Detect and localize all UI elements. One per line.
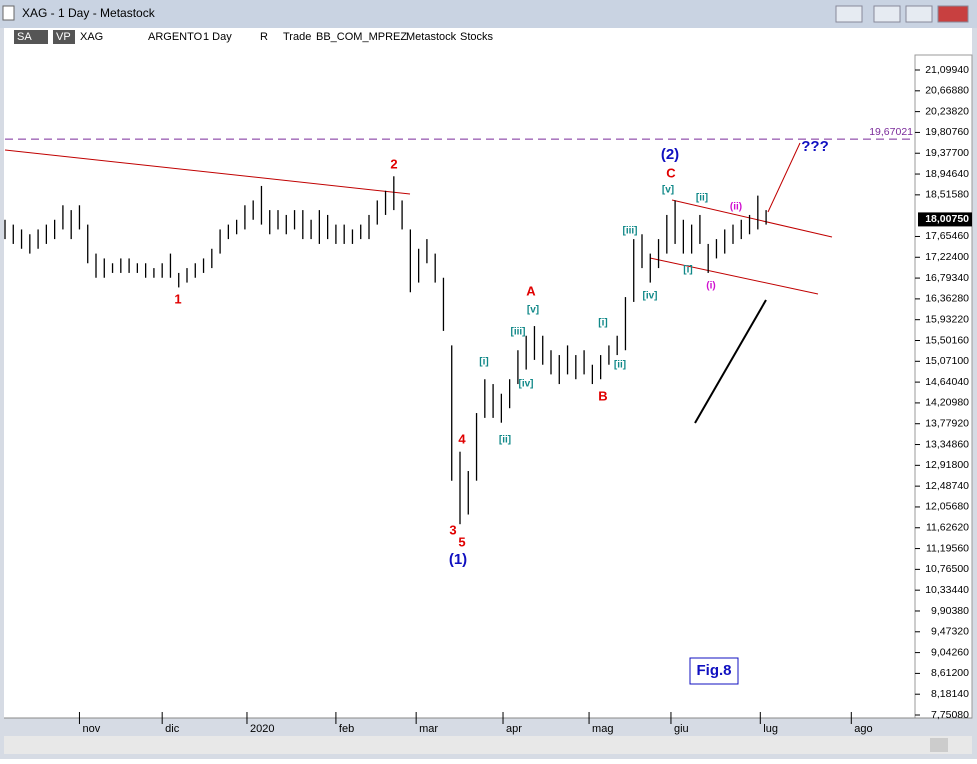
x-tick-label: 2020 [250,723,274,735]
y-tick-label: 21,09940 [925,64,969,76]
y-tick-label: 18,94640 [925,168,969,180]
title-icon [2,5,15,21]
x-tick-label: nov [82,723,100,735]
y-tick-label: 7,75080 [931,709,969,721]
projection-line [694,299,767,424]
scroll-thumb[interactable] [930,738,948,752]
scrollbar[interactable] [4,736,972,754]
wave-label: [v] [527,305,539,316]
x-tick-label: dic [165,723,180,735]
y-tick-label: 9,90380 [931,605,969,617]
y-tick-label: 16,79340 [925,272,969,284]
projection-line [767,142,801,213]
wave-label: [iii] [623,226,638,237]
wave-label: [iv] [519,379,534,390]
wave-label: [ii] [614,360,626,371]
toolbar-item[interactable]: 1 Day [203,31,232,43]
wave-label: [ii] [499,435,511,446]
y-tick-label: 11,19560 [926,542,969,554]
y-tick-label: 20,66880 [925,85,969,97]
y-tick-label: 12,91800 [925,459,969,471]
y-tick-label: 17,22400 [925,251,969,263]
wave-label: 5 [458,534,465,549]
wave-label: 3 [449,522,456,537]
plot-background [4,28,972,718]
y-tick-label: 15,07100 [925,355,969,367]
y-tick-label: 12,05680 [925,501,969,513]
toolbar-item[interactable]: R [260,31,268,43]
toolbar-item[interactable]: Metastock [406,31,457,43]
x-tick-label: mag [592,723,613,735]
wave-label: A [526,283,536,298]
y-tick-label: 9,04260 [931,646,969,658]
figure-label-box [689,657,739,685]
trendline [4,149,411,195]
wave-label: [i] [683,265,692,276]
y-tick-label: 11,62620 [926,522,969,534]
toolbar-item[interactable]: Stocks [460,31,494,43]
toolbar-button[interactable] [14,30,48,44]
x-tick-label: apr [506,723,522,735]
y-tick-label: 10,33440 [925,584,969,596]
y-tick-label: 16,36280 [925,293,969,305]
y-tick-label: 14,20980 [925,397,969,409]
y-tick-label: 17,65460 [925,230,969,242]
last-price-box [918,212,972,227]
y-tick-label: 12,48740 [925,480,969,492]
toolbar-item[interactable]: XAG [80,31,103,43]
y-tick-label: 18,51580 [925,189,969,201]
wave-label: C [666,165,676,180]
minimize-button[interactable] [873,5,901,23]
wave-label: [iii] [511,327,526,338]
wave-label: (ii) [730,202,742,213]
maximize-button[interactable] [905,5,933,23]
toolbar-item[interactable]: BB_COM_MPREZ [316,31,407,43]
y-tick-label: 10,76500 [925,563,969,575]
wave-label: (2) [661,146,679,163]
x-tick-label: ago [854,723,872,735]
toolbar-item[interactable]: Trade [283,31,311,43]
trendline [671,199,833,238]
window-title: XAG - 1 Day - Metastock [22,6,156,20]
wave-label: ??? [801,138,829,155]
y-tick-label: 13,77920 [925,418,969,430]
wave-label: [v] [662,185,674,196]
restore-button[interactable] [835,5,863,23]
x-tick-label: mar [419,723,438,735]
y-tick-label: 14,64040 [925,376,969,388]
wave-label: (1) [449,551,467,568]
wave-label: 2 [390,156,397,171]
y-tick-label: 8,18140 [931,688,969,700]
wave-label: B [598,388,607,403]
y-tick-label: 15,50160 [925,334,969,346]
y-tick-label: 8,61200 [931,667,969,679]
toolbar-item[interactable]: ARGENTO [148,31,203,43]
last-price-label: 18,00750 [925,213,969,225]
y-tick-label: 20,23820 [925,105,969,117]
y-tick-label: 19,80760 [925,126,969,138]
wave-label: [iv] [643,291,658,302]
wave-label: (i) [706,281,715,292]
x-tick-label: giu [674,723,689,735]
y-tick-label: 15,93220 [925,313,969,325]
trendline [649,257,819,295]
y-tick-label: 9,47320 [931,626,969,638]
y-tick-label: 13,34860 [925,438,969,450]
toolbar-item[interactable]: SA [17,31,32,43]
close-button[interactable] [937,5,969,23]
wave-label: [i] [479,357,488,368]
level-label: 19,67021 [869,126,913,138]
x-tick-label: feb [339,723,354,735]
wave-label: 4 [458,431,466,446]
toolbar-button[interactable] [53,30,75,44]
y-tick-label: 19,37700 [925,147,969,159]
wave-label: [ii] [696,193,708,204]
wave-label: 1 [174,291,181,306]
wave-label: [i] [598,318,607,329]
toolbar-item[interactable]: VP [56,31,71,43]
x-tick-label: lug [763,723,778,735]
wave-label: Fig.8 [696,662,731,679]
title-bar [0,0,977,28]
